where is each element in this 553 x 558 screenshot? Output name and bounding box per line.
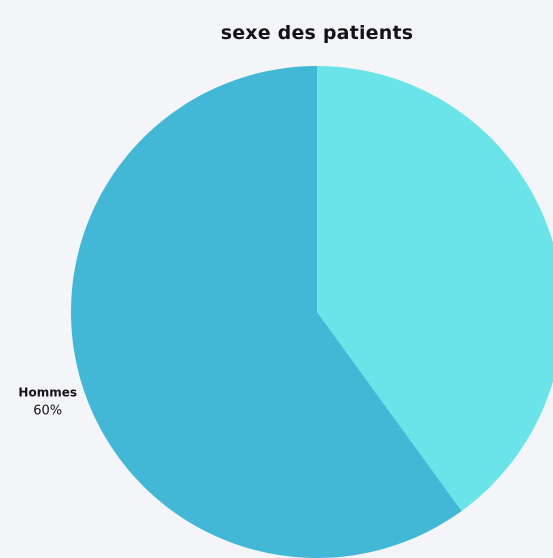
chart-title: sexe des patients	[220, 22, 414, 44]
pie-slice-hommes	[70, 66, 462, 558]
pie-slice-slice-0	[317, 66, 553, 512]
slice-label-percent: 60%	[33, 403, 62, 418]
slice-label-name: Hommes	[18, 385, 77, 399]
